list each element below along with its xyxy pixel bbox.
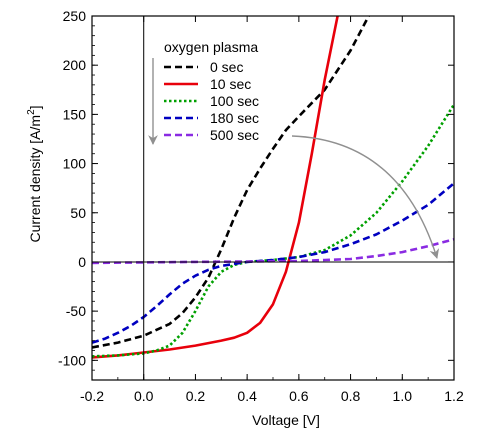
y-axis-title-end: ] — [27, 105, 43, 109]
legend-label: 500 sec — [210, 127, 259, 143]
y-tick-label: -100 — [58, 352, 86, 368]
y-tick-label: 200 — [63, 57, 87, 73]
x-tick-label: 0.0 — [134, 388, 154, 404]
x-tick-label: -0.2 — [80, 388, 104, 404]
x-tick-label: 1.2 — [444, 388, 464, 404]
ticks-layer: -0.2 0.0 0.2 0.4 0.6 0.8 1.0 1.2 -100 -50 0 50 100 15… — [58, 8, 464, 404]
series-line-180-sec — [92, 182, 454, 344]
series-line-100-sec — [92, 103, 454, 358]
legend-label: 180 sec — [210, 110, 259, 126]
legend-title: oxygen plasma — [164, 39, 258, 55]
x-tick-label: 0.4 — [237, 388, 257, 404]
x-tick-label: 1.0 — [393, 388, 413, 404]
y-tick-label: 100 — [63, 156, 87, 172]
series-layer — [92, 16, 454, 359]
x-axis-title: Voltage [V] — [252, 412, 320, 428]
x-tick-label: 0.8 — [341, 388, 361, 404]
y-tick-label: 50 — [70, 205, 86, 221]
annotation-layer — [148, 58, 440, 259]
x-tick-label: 0.6 — [289, 388, 309, 404]
y-tick-label: 150 — [63, 106, 87, 122]
y-axis-title-main: Current density [A/m — [27, 115, 43, 243]
y-axis-title-superscript: 2 — [26, 109, 37, 115]
legend-label: 0 sec — [210, 59, 243, 75]
annotation-curved-arrow — [291, 135, 440, 259]
legend-label: 10 sec — [210, 76, 251, 92]
series-line-500-sec — [92, 238, 454, 265]
y-axis-title: Current density [A/m2] — [26, 105, 43, 242]
series-group — [92, 16, 454, 359]
legend-label: 100 sec — [210, 93, 259, 109]
y-tick-label: 250 — [63, 8, 87, 24]
series-line-0-sec — [92, 16, 370, 349]
y-tick-label: -50 — [66, 303, 86, 319]
y-tick-label: 0 — [78, 254, 86, 270]
x-tick-label: 0.2 — [186, 388, 206, 404]
